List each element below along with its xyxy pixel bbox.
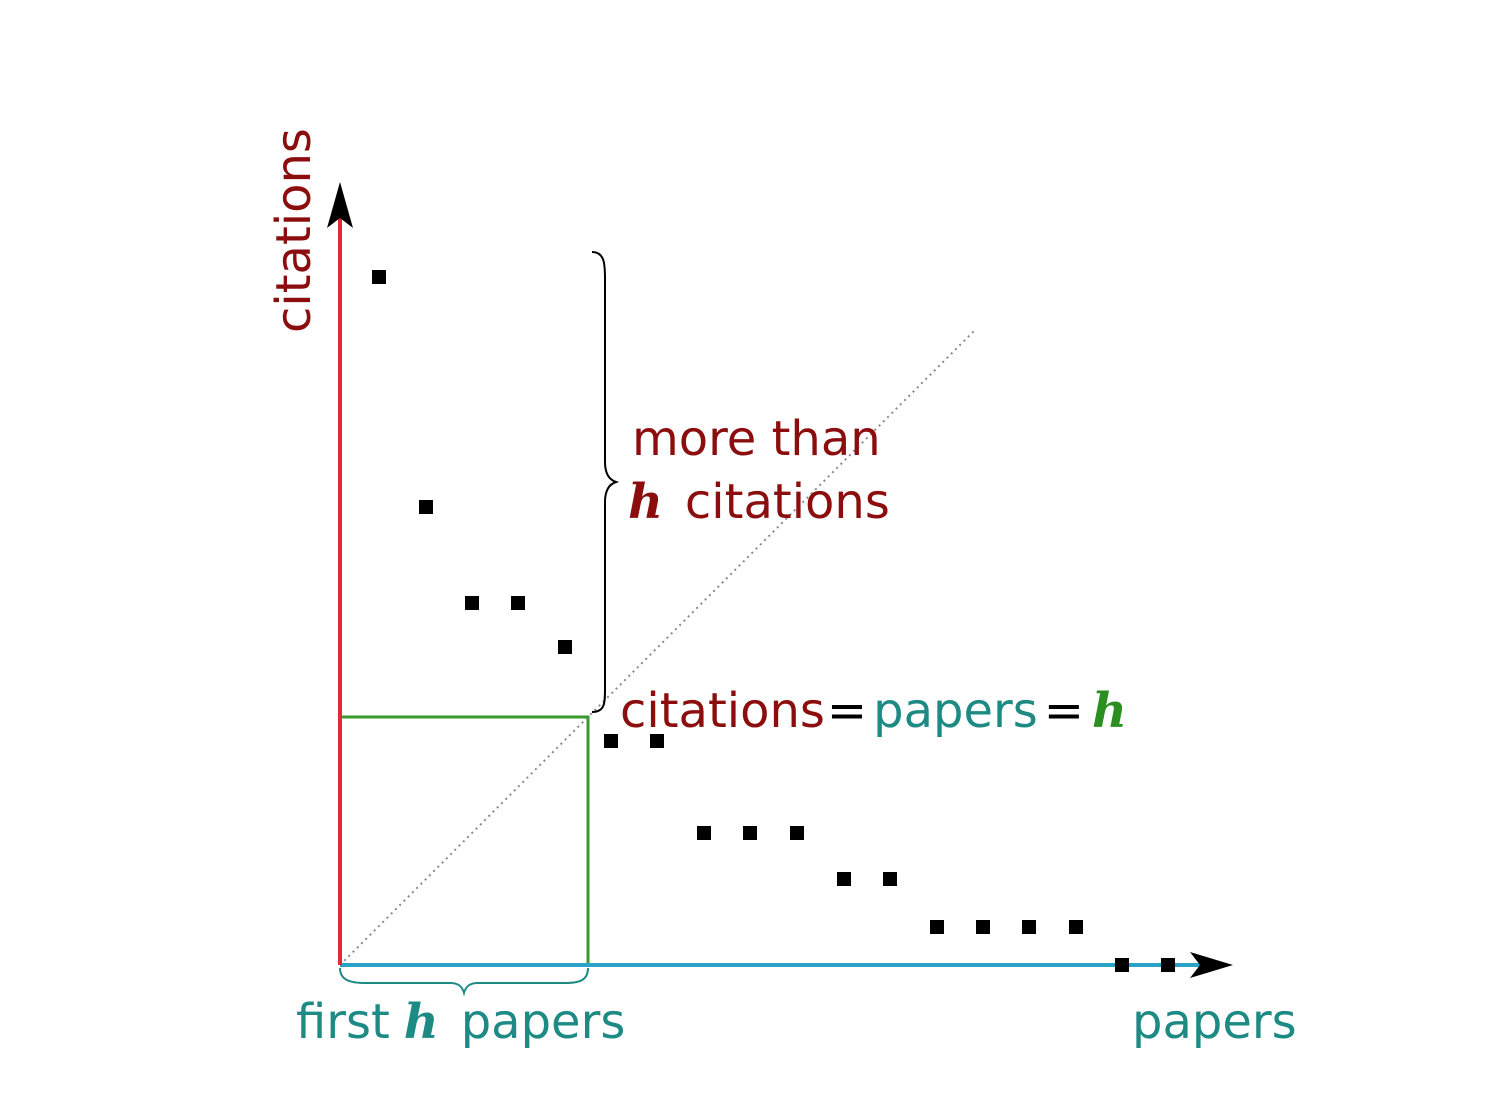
data-point	[976, 920, 990, 934]
y-axis-label: citations	[266, 128, 322, 333]
bottom-curly-brace	[339, 967, 589, 997]
x-axis-label: papers	[1132, 994, 1297, 1050]
right-curly-brace	[591, 251, 620, 713]
data-point	[604, 734, 618, 748]
first-papers: papers	[461, 994, 626, 1050]
brace-label-citations: citations	[685, 474, 890, 530]
data-point	[1069, 920, 1083, 934]
h-box	[340, 715, 590, 965]
data-point	[419, 500, 433, 514]
data-point	[372, 270, 386, 284]
first-h-papers-label: first h papers	[296, 994, 625, 1050]
arrow-right-icon	[1190, 952, 1233, 978]
data-point	[1115, 958, 1129, 972]
brace-label-line1: more than	[632, 411, 881, 467]
equation-h: h	[1092, 683, 1127, 739]
data-point	[743, 826, 757, 840]
data-point	[930, 920, 944, 934]
data-point	[1022, 920, 1036, 934]
data-point	[465, 596, 479, 610]
first-h: h	[404, 994, 439, 1050]
equation-equals-2: =	[1044, 683, 1084, 739]
data-point	[697, 826, 711, 840]
data-point	[1161, 958, 1175, 972]
data-points	[372, 270, 1175, 972]
brace-label-h: h	[628, 474, 663, 530]
equation-equals-1: =	[827, 683, 867, 739]
data-point	[790, 826, 804, 840]
arrow-up-icon	[327, 182, 353, 228]
data-point	[837, 872, 851, 886]
data-point	[650, 734, 664, 748]
equation-papers: papers	[873, 683, 1038, 739]
brace-label-line2-group: h citations	[628, 474, 890, 530]
equation: citations= papers = h	[620, 683, 1127, 739]
equation-citations: citations	[620, 683, 825, 739]
data-point	[558, 640, 572, 654]
data-point	[883, 872, 897, 886]
data-point	[511, 596, 525, 610]
first-word: first	[296, 994, 390, 1050]
